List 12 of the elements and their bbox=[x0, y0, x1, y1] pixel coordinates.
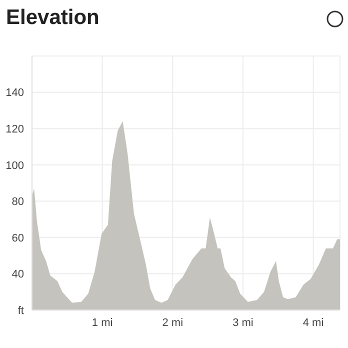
x-tick-label: 1 mi bbox=[92, 316, 113, 329]
y-tick-label: 140 bbox=[6, 87, 24, 100]
x-tick-label: 3 mi bbox=[232, 316, 254, 329]
y-tick-label: ft bbox=[18, 304, 24, 317]
chart-title: Elevation bbox=[6, 6, 100, 30]
y-tick-label: 100 bbox=[6, 160, 24, 172]
y-tick-label: 80 bbox=[12, 196, 24, 208]
y-tick-label: 60 bbox=[12, 232, 24, 244]
y-tick-label: 120 bbox=[6, 123, 24, 136]
y-tick-label: 40 bbox=[12, 268, 24, 281]
x-tick-label: 2 mi bbox=[162, 316, 184, 329]
x-tick-label: 4 mi bbox=[302, 316, 324, 329]
